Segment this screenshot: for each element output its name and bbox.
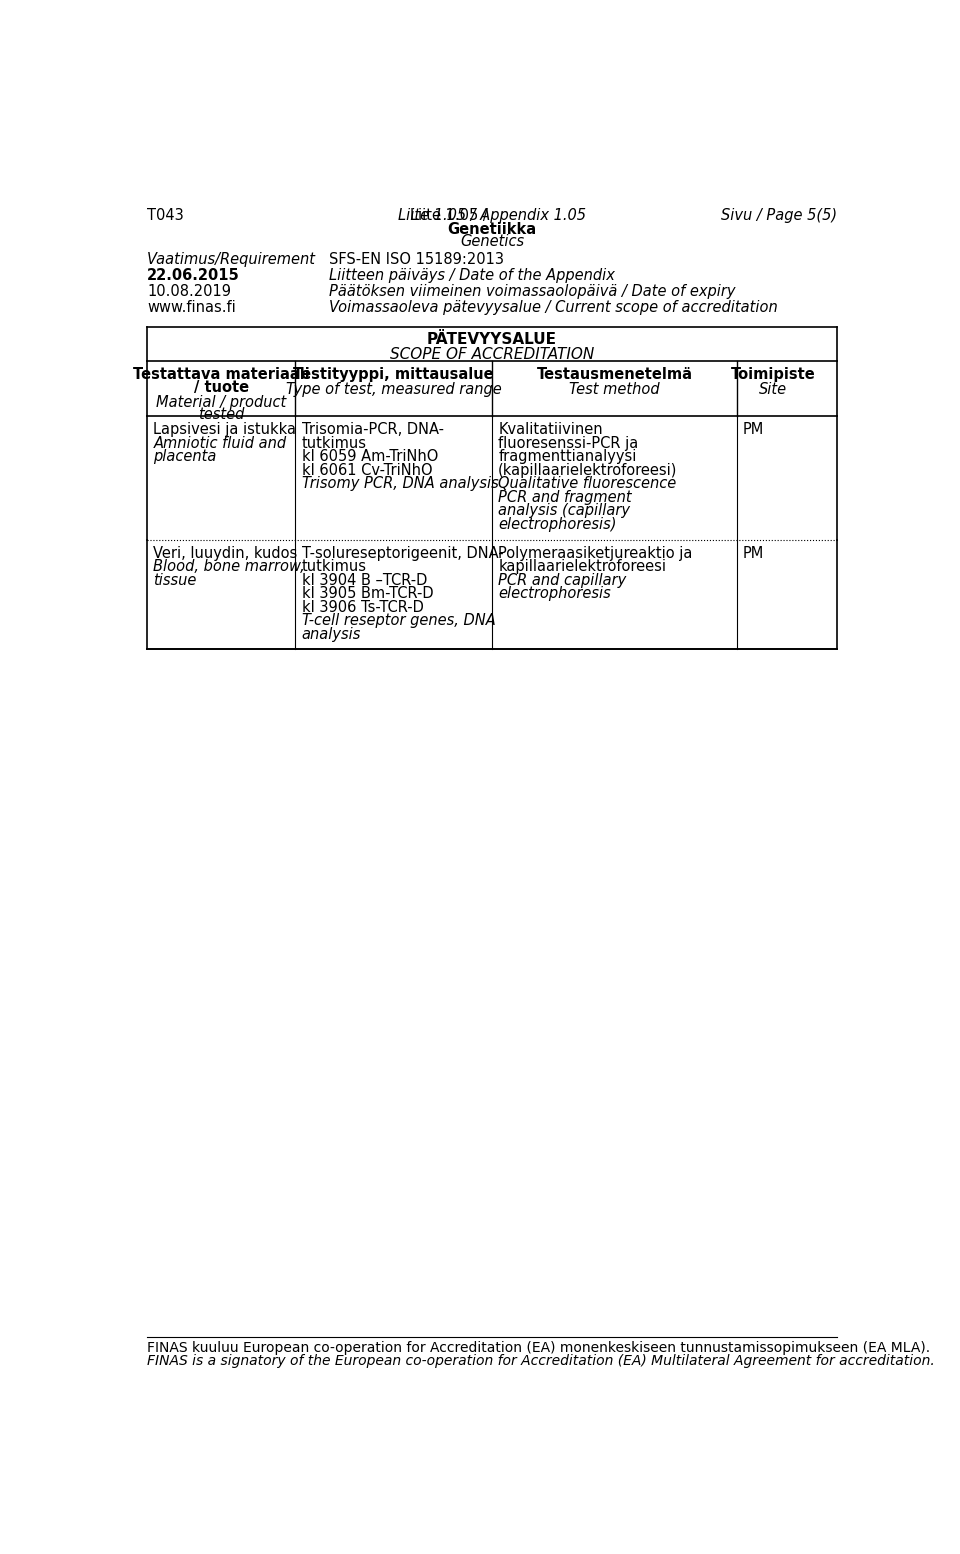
Text: electrophoresis: electrophoresis bbox=[498, 586, 611, 601]
Text: Liite 1.05 /: Liite 1.05 / bbox=[410, 208, 492, 224]
Text: 22.06.2015: 22.06.2015 bbox=[147, 269, 240, 283]
Text: Polymeraasiketjureaktio ja: Polymeraasiketjureaktio ja bbox=[498, 545, 692, 561]
Text: fluoresenssi-PCR ja: fluoresenssi-PCR ja bbox=[498, 437, 638, 451]
Text: Qualitative fluorescence: Qualitative fluorescence bbox=[498, 477, 677, 491]
Text: fragmenttianalyysi: fragmenttianalyysi bbox=[498, 449, 636, 465]
Text: electrophoresis): electrophoresis) bbox=[498, 517, 616, 531]
Text: Type of test, measured range: Type of test, measured range bbox=[286, 382, 501, 398]
Text: placenta: placenta bbox=[154, 449, 217, 465]
Text: Liitteen päiväys / Date of the Appendix: Liitteen päiväys / Date of the Appendix bbox=[329, 269, 615, 283]
Text: kl 3904 B –TCR-D: kl 3904 B –TCR-D bbox=[301, 572, 427, 587]
Text: kl 6061 Cv-TriNhO: kl 6061 Cv-TriNhO bbox=[301, 463, 432, 479]
Text: Testattava materiaali: Testattava materiaali bbox=[132, 367, 310, 382]
Text: tutkimus: tutkimus bbox=[301, 437, 367, 451]
Text: PCR and capillary: PCR and capillary bbox=[498, 572, 627, 587]
Text: Kvalitatiivinen: Kvalitatiivinen bbox=[498, 423, 603, 438]
Text: Genetics: Genetics bbox=[460, 235, 524, 249]
Text: kl 3906 Ts-TCR-D: kl 3906 Ts-TCR-D bbox=[301, 600, 423, 614]
Text: T-solureseptorigeenit, DNA-: T-solureseptorigeenit, DNA- bbox=[301, 545, 503, 561]
Text: FINAS is a signatory of the European co-operation for Accreditation (EA) Multila: FINAS is a signatory of the European co-… bbox=[147, 1354, 935, 1368]
Text: kapillaarielektroforeesi: kapillaarielektroforeesi bbox=[498, 559, 666, 573]
Text: analysis (capillary: analysis (capillary bbox=[498, 503, 630, 519]
Text: Veri, luuydin, kudos: Veri, luuydin, kudos bbox=[154, 545, 298, 561]
Text: Site: Site bbox=[759, 382, 787, 398]
Text: Testausmenetelmä: Testausmenetelmä bbox=[537, 367, 692, 382]
Text: FINAS kuuluu European co-operation for Accreditation (EA) monenkeskiseen tunnust: FINAS kuuluu European co-operation for A… bbox=[147, 1341, 930, 1355]
Text: Liite 1.05 / Appendix 1.05: Liite 1.05 / Appendix 1.05 bbox=[398, 208, 586, 224]
Text: tissue: tissue bbox=[154, 572, 197, 587]
Text: kl 3905 Bm-TCR-D: kl 3905 Bm-TCR-D bbox=[301, 586, 433, 601]
Text: Genetiikka: Genetiikka bbox=[447, 222, 537, 236]
Text: tested: tested bbox=[198, 407, 245, 423]
Text: Amniotic fluid and: Amniotic fluid and bbox=[154, 437, 286, 451]
Text: T-cell reseptor genes, DNA: T-cell reseptor genes, DNA bbox=[301, 614, 495, 628]
Text: PM: PM bbox=[743, 423, 764, 438]
Text: tutkimus: tutkimus bbox=[301, 559, 367, 573]
Text: Trisomy PCR, DNA analysis: Trisomy PCR, DNA analysis bbox=[301, 477, 498, 491]
Text: 10.08.2019: 10.08.2019 bbox=[147, 284, 231, 298]
Text: Material / product: Material / product bbox=[156, 395, 286, 410]
Text: T043: T043 bbox=[147, 208, 184, 224]
Text: Lapsivesi ja istukka: Lapsivesi ja istukka bbox=[154, 423, 297, 438]
Text: / tuote: / tuote bbox=[194, 379, 249, 395]
Text: Test method: Test method bbox=[569, 382, 660, 398]
Text: Päätöksen viimeinen voimassaolopäivä / Date of expiry: Päätöksen viimeinen voimassaolopäivä / D… bbox=[329, 284, 735, 298]
Text: analysis: analysis bbox=[301, 626, 361, 642]
Text: www.finas.fi: www.finas.fi bbox=[147, 300, 236, 314]
Text: Testityyppi, mittausalue: Testityyppi, mittausalue bbox=[294, 367, 494, 382]
Text: SFS-EN ISO 15189:2013: SFS-EN ISO 15189:2013 bbox=[329, 252, 504, 267]
Text: SCOPE OF ACCREDITATION: SCOPE OF ACCREDITATION bbox=[390, 347, 594, 362]
Text: (kapillaarielektroforeesi): (kapillaarielektroforeesi) bbox=[498, 463, 678, 479]
Text: Sivu / Page 5(5): Sivu / Page 5(5) bbox=[721, 208, 837, 224]
Text: Blood, bone marrow,: Blood, bone marrow, bbox=[154, 559, 305, 573]
Text: Vaatimus/​Requirement: Vaatimus/​Requirement bbox=[147, 252, 315, 267]
Text: Toimipiste: Toimipiste bbox=[731, 367, 815, 382]
Text: Trisomia-PCR, DNA-: Trisomia-PCR, DNA- bbox=[301, 423, 444, 438]
Text: PÄTEVYYSALUE: PÄTEVYYSALUE bbox=[427, 333, 557, 348]
Text: PCR and fragment: PCR and fragment bbox=[498, 490, 632, 505]
Text: kl 6059 Am-TriNhO: kl 6059 Am-TriNhO bbox=[301, 449, 438, 465]
Text: PM: PM bbox=[743, 545, 764, 561]
Text: Voimassaoleva pätevyysalue / Current scope of accreditation: Voimassaoleva pätevyysalue / Current sco… bbox=[329, 300, 778, 314]
